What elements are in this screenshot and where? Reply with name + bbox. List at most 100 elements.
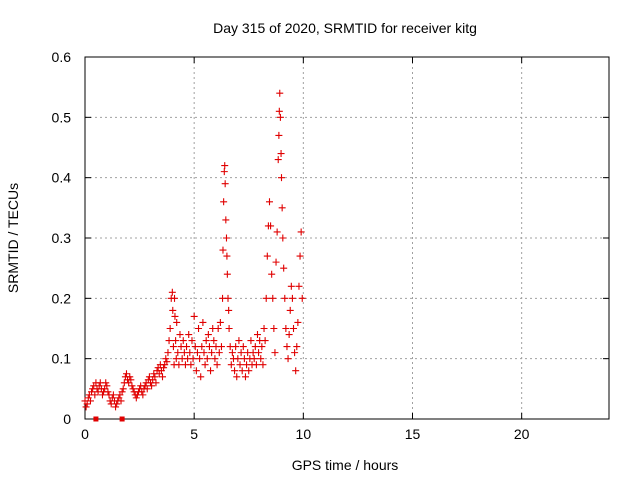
data-point [175,361,183,369]
data-point [118,388,126,396]
data-point [233,373,241,381]
data-point [200,349,208,357]
y-tick-label: 0.3 [52,230,72,246]
data-point [197,373,205,381]
data-point [122,370,130,378]
data-point [151,373,159,381]
data-point [148,382,156,390]
grid [85,57,609,419]
data-point [221,180,229,188]
data-point [132,394,140,402]
data-point [295,282,303,290]
data-point [251,343,259,351]
x-tick-label: 0 [81,426,89,442]
data-point [183,343,191,351]
data-point [288,294,296,302]
chart-title: Day 315 of 2020, SRMTID for receiver kit… [213,20,477,36]
data-point-square [93,416,99,422]
data-point [171,294,179,302]
data-point [220,198,228,206]
y-tick-label: 0.1 [52,351,72,367]
data-point [216,318,224,326]
data-point [225,325,233,332]
data-point [162,355,170,363]
axis-ticks [84,56,609,420]
data-point [98,391,106,399]
x-tick-label: 10 [296,426,312,442]
data-point [234,355,242,363]
data-point [152,379,160,387]
data-point [213,361,221,369]
data-point [239,343,247,351]
data-point [204,331,212,339]
data-point [287,282,295,290]
y-tick-label: 0.4 [52,170,72,186]
data-point [196,355,204,363]
data-point [292,367,300,375]
data-point [280,264,288,272]
data-point [185,331,193,339]
data-point [276,113,284,121]
data-point [214,325,222,332]
data-point [168,288,176,296]
data-point [203,355,211,363]
data-point [190,312,198,320]
data-point [297,228,305,236]
data-point [290,325,298,332]
data-point [171,312,179,320]
data-point [250,355,258,363]
data-point [210,337,218,345]
data-point [202,337,210,345]
data-point [273,228,281,236]
data-point [258,343,266,351]
data-point [241,373,249,381]
data-point [268,270,276,278]
x-tick-label: 20 [514,426,530,442]
data-point [129,385,137,393]
data-point [247,337,255,345]
x-axis-label: GPS time / hours [292,457,399,473]
data-point [109,391,117,399]
data-point [298,294,306,302]
data-point [228,349,236,357]
data-point [91,391,99,399]
data-point [187,361,195,369]
data-point [293,343,301,351]
data-point [199,318,207,326]
data-point [113,400,121,408]
data-point [225,306,233,314]
data-point [221,162,229,170]
data-point [252,361,260,369]
data-point [169,306,177,314]
data-point [198,343,206,351]
data-point [86,397,94,405]
data-point [128,382,136,390]
data-point [232,343,240,351]
data-point [189,355,197,363]
data-point [283,343,291,351]
data-point [224,294,232,302]
data-point [291,349,299,357]
data-point [282,325,290,332]
data-point [201,361,209,369]
data-point [269,294,277,302]
data-point [104,388,112,396]
data-point [236,361,244,369]
data-point [275,107,283,115]
data-point [235,337,243,345]
data-point [192,367,200,375]
data-point [169,343,177,351]
data-point [238,367,246,375]
data-point [272,258,280,266]
data-point [119,385,127,393]
data-point [257,355,265,363]
data-point [215,349,223,357]
data-point [271,349,279,357]
data-point [267,222,275,230]
x-tick-label: 15 [405,426,421,442]
data-point [172,337,180,345]
data-point [276,89,284,97]
data-point [223,270,231,278]
data-point [245,367,253,375]
data-point [83,400,91,408]
